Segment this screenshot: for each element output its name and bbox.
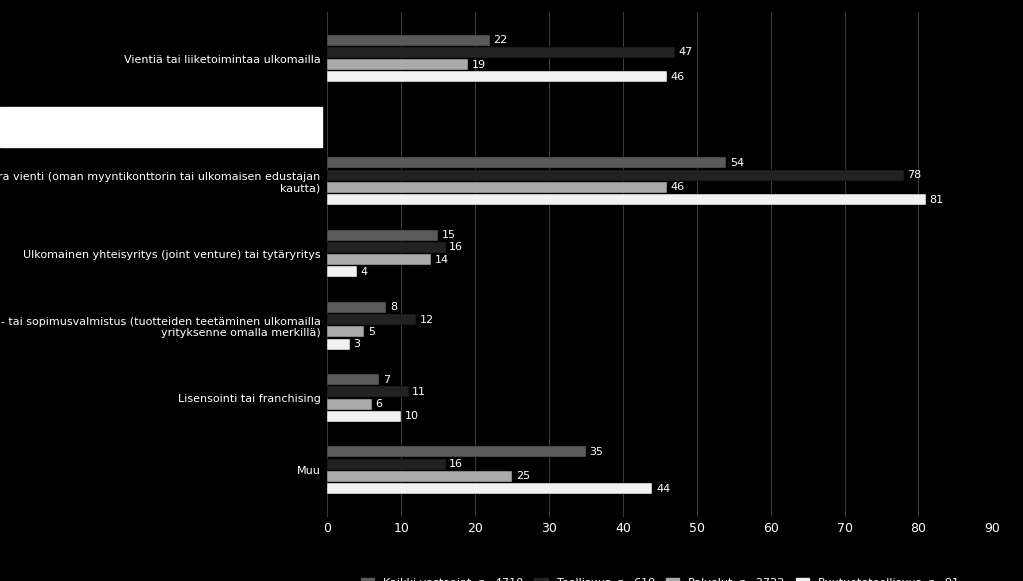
Text: 11: 11 (412, 387, 427, 397)
Text: 35: 35 (589, 447, 604, 457)
Text: 54: 54 (730, 158, 744, 168)
Text: 16: 16 (449, 242, 463, 252)
Text: 47: 47 (678, 48, 693, 58)
Bar (327, 267, 357, 278)
Text: 22: 22 (493, 35, 507, 45)
Text: 16: 16 (449, 459, 463, 469)
Bar (327, 182, 667, 193)
Text: 3: 3 (353, 339, 360, 349)
Bar (327, 194, 926, 205)
Text: 19: 19 (472, 60, 486, 70)
Bar (327, 229, 438, 241)
Bar (327, 446, 586, 457)
Bar (327, 314, 416, 325)
Text: 44: 44 (656, 483, 670, 494)
Bar (327, 242, 446, 253)
Bar (327, 302, 387, 313)
Bar (327, 374, 380, 385)
Bar (327, 458, 446, 469)
Text: 6: 6 (375, 399, 383, 409)
Bar (327, 170, 903, 181)
Bar (327, 254, 431, 265)
Text: 5: 5 (368, 327, 375, 337)
Legend: Kaikki vastaajat, n=4710, Teollisuus, n=619, Palvelut, n=2722, Puutuoteteollisuu: Kaikki vastaajat, n=4710, Teollisuus, n=… (356, 573, 964, 581)
Text: 81: 81 (930, 195, 943, 205)
Text: 10: 10 (405, 411, 419, 421)
Bar (327, 59, 468, 70)
Text: 14: 14 (435, 254, 449, 265)
Bar (327, 399, 371, 410)
Bar (327, 483, 653, 494)
Bar (327, 471, 513, 482)
Bar (327, 47, 674, 58)
Bar (327, 386, 408, 397)
Text: 8: 8 (390, 302, 397, 313)
Text: 15: 15 (442, 230, 456, 240)
Text: 78: 78 (907, 170, 922, 180)
Text: 46: 46 (671, 182, 685, 192)
Text: 46: 46 (671, 72, 685, 82)
Text: 12: 12 (419, 314, 434, 325)
Bar (327, 71, 667, 83)
Bar (327, 157, 726, 168)
Text: 25: 25 (516, 471, 530, 481)
Bar (327, 35, 490, 46)
Bar (327, 327, 364, 338)
Bar (0, 107, 322, 147)
Text: 4: 4 (361, 267, 367, 277)
Bar (327, 339, 350, 350)
Bar (327, 411, 401, 422)
Text: 7: 7 (383, 375, 390, 385)
